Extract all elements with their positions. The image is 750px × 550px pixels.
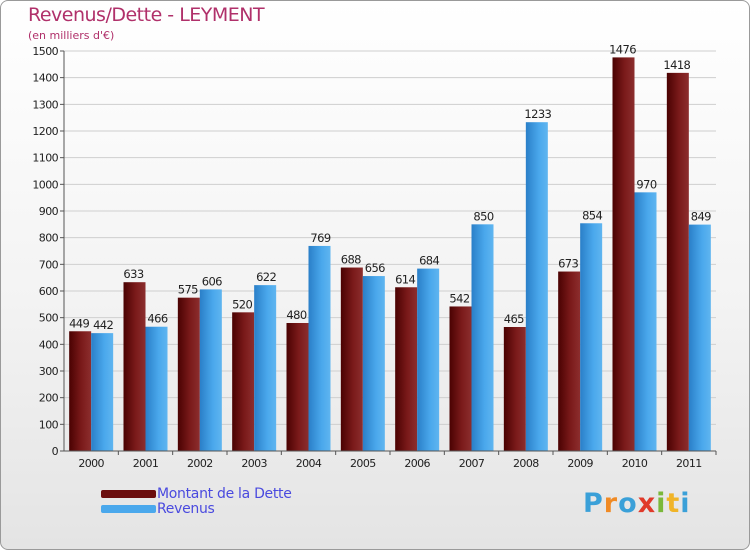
data-label-revenus-2010: 970 — [636, 177, 656, 191]
x-tick-label: 2003 — [241, 457, 267, 470]
data-label-revenus-2004: 769 — [310, 231, 330, 245]
logo-letter: r — [603, 488, 619, 519]
bar-revenus-2006 — [417, 268, 440, 451]
y-tick-label: 1000 — [32, 178, 58, 191]
logo-letter: o — [618, 488, 638, 519]
logo-letter: t — [666, 488, 681, 519]
y-tick-label: 300 — [39, 365, 59, 378]
bar-dette-2001 — [123, 282, 146, 451]
x-tick-label: 2007 — [459, 457, 485, 470]
y-tick-label: 1300 — [32, 98, 58, 111]
data-label-revenus-2001: 466 — [147, 312, 167, 326]
data-label-dette-2007: 542 — [449, 291, 469, 305]
y-tick-label: 100 — [39, 418, 59, 431]
data-label-dette-2006: 614 — [395, 272, 415, 286]
data-labels: 449 442 633 466 575 606 520 622 480 769 688 656 614 6… — [69, 42, 712, 332]
bar-revenus-2009 — [580, 223, 603, 451]
grid — [64, 50, 716, 452]
bar-revenus-2003 — [254, 285, 277, 451]
bar-revenus-2002 — [199, 289, 222, 451]
y-tick-label: 1500 — [32, 45, 58, 58]
data-label-dette-2008: 465 — [504, 312, 524, 326]
y-tick-label: 0 — [52, 445, 59, 458]
x-tick-label: 2002 — [187, 457, 213, 470]
data-label-dette-2010: 1476 — [609, 42, 636, 56]
bar-revenus-2008 — [525, 122, 548, 451]
legend-label-revenus: Revenus — [157, 501, 215, 517]
bar-dette-2002 — [177, 297, 200, 451]
data-label-dette-2009: 673 — [558, 257, 578, 271]
bar-dette-2006 — [395, 287, 418, 451]
bar-dette-2010 — [612, 57, 635, 452]
data-label-revenus-2005: 656 — [365, 261, 385, 275]
data-label-revenus-2008: 1233 — [524, 107, 551, 121]
bar-revenus-2007 — [471, 224, 494, 451]
data-label-dette-2002: 575 — [178, 283, 198, 297]
bar-revenus-2011 — [688, 224, 711, 451]
data-label-revenus-2007: 850 — [473, 209, 493, 223]
bar-dette-2009 — [558, 271, 581, 451]
bar-dette-2007 — [449, 306, 472, 451]
y-tick-label: 600 — [39, 285, 59, 298]
x-tick-label: 2006 — [404, 457, 430, 470]
y-tick-label: 400 — [39, 338, 59, 351]
data-label-dette-2005: 688 — [341, 253, 361, 267]
x-tick-label: 2010 — [622, 457, 648, 470]
proxiti-logo: Proxiti — [583, 488, 691, 519]
bar-dette-2011 — [666, 72, 689, 451]
legend-swatch-revenus — [101, 505, 156, 513]
x-tick-label: 2004 — [296, 457, 322, 470]
bar-dette-2000 — [69, 331, 92, 451]
logo-letter: i — [680, 488, 691, 519]
bar-revenus-2000 — [91, 333, 114, 451]
data-label-dette-2001: 633 — [123, 267, 143, 281]
chart-title: Revenus/Dette - LEYMENT — [28, 4, 265, 26]
x-tick-label: 2008 — [513, 457, 539, 470]
data-label-revenus-2002: 606 — [202, 274, 222, 288]
logo-letter: i — [656, 488, 667, 519]
bar-dette-2004 — [286, 323, 309, 451]
logo-letter: P — [583, 488, 604, 519]
data-label-dette-2004: 480 — [286, 308, 306, 322]
data-label-revenus-2011: 849 — [691, 210, 711, 224]
bar-revenus-2005 — [362, 276, 385, 451]
data-label-revenus-2006: 684 — [419, 254, 439, 268]
data-label-revenus-2009: 854 — [582, 208, 602, 222]
x-tick-label: 2009 — [567, 457, 593, 470]
legend-swatch-dette — [101, 490, 156, 498]
x-tick-label: 2005 — [350, 457, 376, 470]
y-tick-label: 1200 — [32, 125, 58, 138]
x-tick-label: 2000 — [78, 457, 104, 470]
bar-dette-2003 — [232, 312, 255, 451]
y-tick-label: 1400 — [32, 72, 58, 85]
bar-revenus-2010 — [634, 192, 657, 452]
y-tick-label: 700 — [39, 258, 59, 271]
chart-subtitle: (en milliers d'€) — [28, 29, 115, 42]
y-tick-label: 800 — [39, 232, 59, 245]
y-tick-label: 900 — [39, 205, 59, 218]
data-label-dette-2011: 1418 — [663, 58, 690, 72]
y-tick-label: 1100 — [32, 152, 58, 165]
data-label-revenus-2003: 622 — [256, 270, 276, 284]
x-tick-label: 2011 — [676, 457, 702, 470]
legend-label-dette: Montant de la Dette — [157, 486, 292, 502]
data-label-revenus-2000: 442 — [93, 318, 113, 332]
bar-revenus-2004 — [308, 245, 331, 451]
x-tick-label: 2001 — [133, 457, 159, 470]
bars — [69, 57, 711, 452]
bar-dette-2008 — [503, 327, 526, 451]
data-label-dette-2003: 520 — [232, 297, 252, 311]
axes: 0 100 200 300 400 500 600 700 800 900 1000 1100 1200… — [32, 45, 717, 470]
y-tick-label: 500 — [39, 312, 59, 325]
data-label-dette-2000: 449 — [69, 316, 89, 330]
bar-revenus-2001 — [145, 326, 168, 451]
bar-dette-2005 — [340, 267, 363, 451]
logo-letter: x — [637, 488, 657, 519]
y-tick-label: 200 — [39, 392, 59, 405]
